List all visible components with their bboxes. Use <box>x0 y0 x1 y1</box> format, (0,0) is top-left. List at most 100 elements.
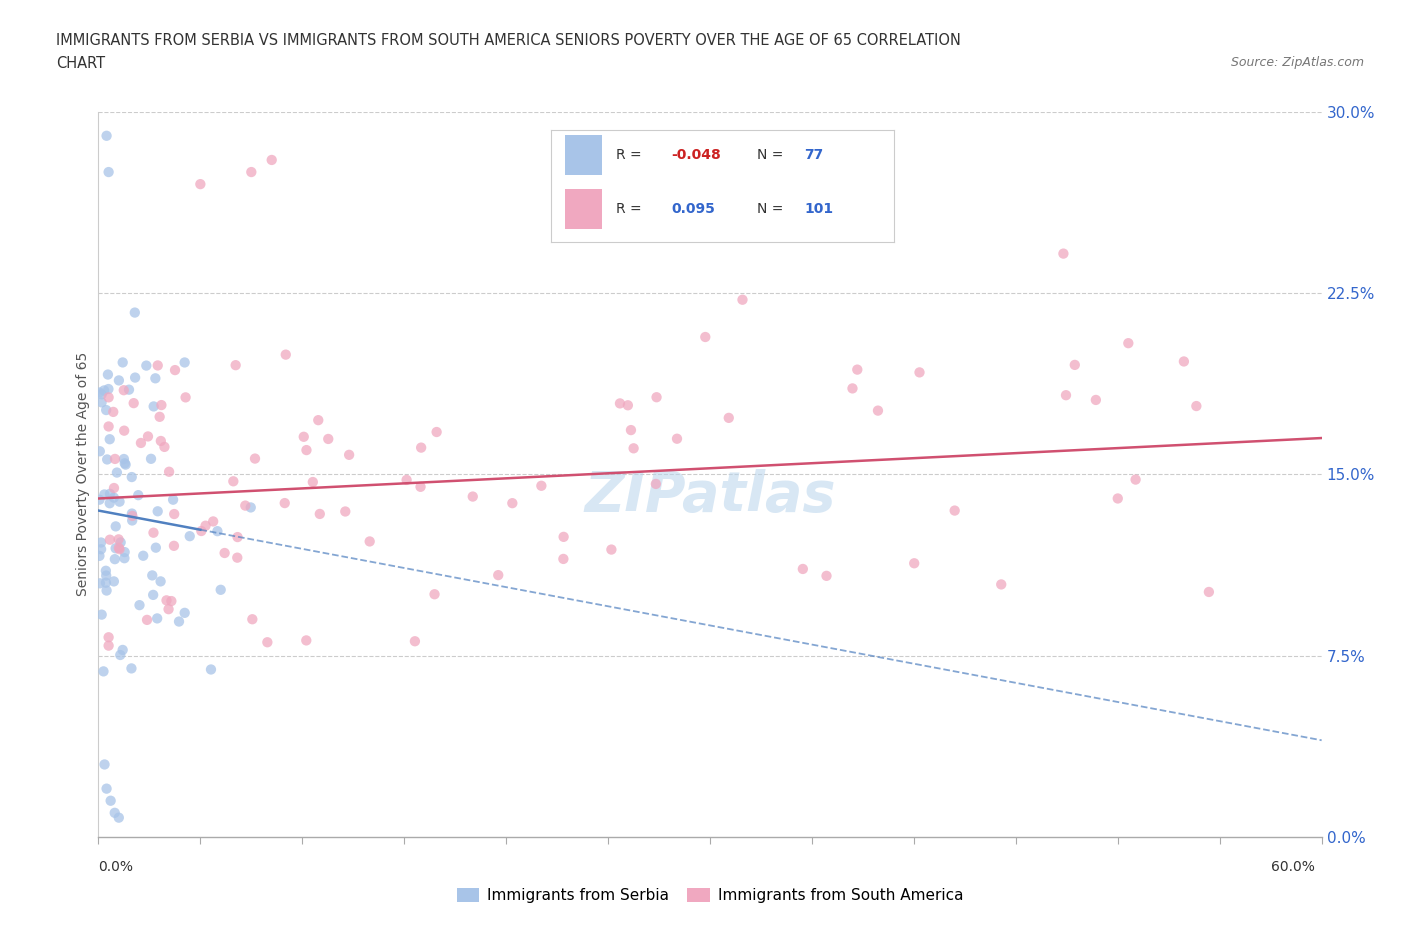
Point <box>173 605 195 620</box>
Point <box>644 476 666 491</box>
Point <box>1118 336 1140 351</box>
Point <box>105 465 128 480</box>
Point <box>1084 392 1107 407</box>
Point <box>94 564 117 578</box>
Point <box>157 464 180 479</box>
Point <box>423 587 446 602</box>
Point <box>97 419 120 434</box>
Point <box>274 347 297 362</box>
Point <box>96 128 118 143</box>
Point <box>104 805 127 820</box>
Point <box>316 432 339 446</box>
Point <box>943 503 966 518</box>
Point <box>202 514 225 529</box>
Point <box>135 358 157 373</box>
Point <box>139 451 162 466</box>
Point <box>404 634 426 649</box>
Point <box>179 529 201 544</box>
Point <box>501 496 523 511</box>
Point <box>990 577 1012 591</box>
Point <box>128 598 150 613</box>
Point <box>129 435 152 450</box>
Point <box>1052 246 1074 261</box>
Point <box>146 358 169 373</box>
Point <box>124 305 146 320</box>
Point <box>94 576 117 591</box>
Point <box>409 479 432 494</box>
Point <box>260 153 283 167</box>
Point <box>163 363 186 378</box>
Point <box>97 638 120 653</box>
Point <box>96 452 118 467</box>
Point <box>121 509 143 524</box>
Point <box>127 487 149 502</box>
Point <box>225 358 247 373</box>
Point <box>112 551 135 565</box>
Point <box>222 474 245 489</box>
Point <box>226 530 249 545</box>
Point <box>104 551 127 566</box>
Point <box>142 588 165 603</box>
Point <box>486 567 509 582</box>
Point <box>1107 491 1129 506</box>
Point <box>96 403 118 418</box>
Point <box>136 429 159 444</box>
Point <box>121 506 143 521</box>
Point <box>145 371 167 386</box>
Point <box>295 633 318 648</box>
Point <box>841 381 863 396</box>
Point <box>163 507 186 522</box>
Point <box>89 492 111 507</box>
Point <box>90 607 112 622</box>
Point <box>292 430 315 445</box>
Point <box>846 362 869 377</box>
Point <box>103 481 125 496</box>
Point <box>155 593 177 608</box>
Point <box>620 422 643 437</box>
Point <box>717 410 740 425</box>
Point <box>866 404 889 418</box>
Point <box>97 630 120 644</box>
Point <box>1173 354 1195 369</box>
Point <box>461 489 484 504</box>
Point <box>214 546 236 561</box>
Point <box>1198 585 1220 600</box>
Point <box>695 329 717 344</box>
Point <box>104 451 127 466</box>
Point <box>122 395 145 410</box>
Point <box>90 542 112 557</box>
Text: ZIPatlas: ZIPatlas <box>585 469 835 523</box>
Point <box>1054 388 1077 403</box>
Point <box>411 440 433 455</box>
Point <box>108 540 131 555</box>
Point <box>645 390 668 405</box>
Point <box>209 582 232 597</box>
Text: IMMIGRANTS FROM SERBIA VS IMMIGRANTS FROM SOUTH AMERICA SENIORS POVERTY OVER THE: IMMIGRANTS FROM SERBIA VS IMMIGRANTS FRO… <box>56 33 962 47</box>
Point <box>149 409 172 424</box>
Point <box>731 292 754 307</box>
Point <box>145 540 167 555</box>
Point <box>90 535 112 550</box>
Point <box>1185 399 1208 414</box>
Point <box>301 474 323 489</box>
Point <box>114 545 136 560</box>
Point <box>617 398 640 413</box>
Point <box>240 612 263 627</box>
Point <box>98 432 121 446</box>
Point <box>108 494 131 509</box>
Point <box>243 451 266 466</box>
Point <box>121 470 143 485</box>
Point <box>530 478 553 493</box>
Point <box>108 542 131 557</box>
Point <box>157 602 180 617</box>
Point <box>792 562 814 577</box>
Point <box>104 541 127 556</box>
Point <box>121 513 143 528</box>
Point <box>112 452 135 467</box>
Point <box>114 456 136 471</box>
Point <box>426 425 449 440</box>
Point <box>162 492 184 507</box>
Point <box>908 365 931 379</box>
Point <box>93 664 115 679</box>
Point <box>97 165 120 179</box>
